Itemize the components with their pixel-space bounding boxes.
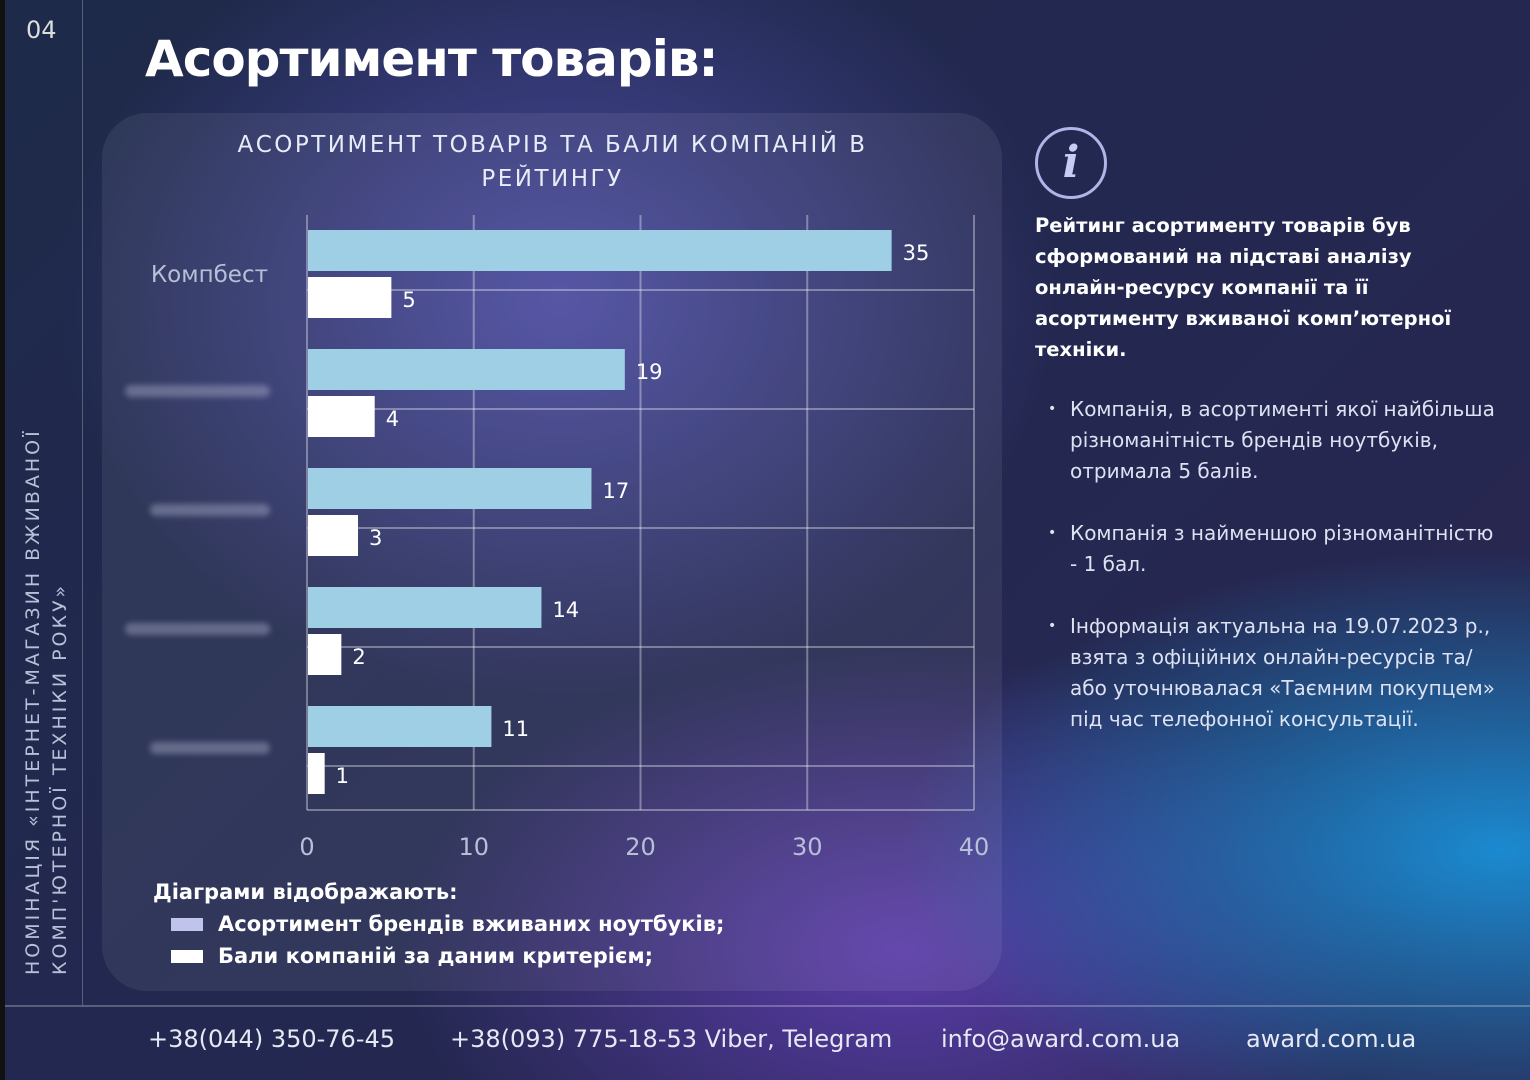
legend-swatch [171,917,203,931]
data-label: 4 [386,407,399,431]
data-label: 14 [552,598,579,622]
phone-1[interactable]: +38(044) 350-76-45 [148,1025,396,1053]
bullet-item: Компанія, в асортименті якої найбільша р… [1048,394,1498,487]
info-bullets: Компанія, в асортименті якої найбільша р… [1048,394,1498,766]
bar-assortment [308,349,625,390]
info-icon: i [1035,127,1107,199]
legend-item-assortment: Асортимент брендів вживаних ноутбуків; [171,912,724,936]
data-label: 17 [602,479,629,503]
website-link[interactable]: award.com.ua [1246,1025,1417,1053]
data-label: 2 [352,645,365,669]
chart-title: АСОРТИМЕНТ ТОВАРІВ ТА БАЛИ КОМПАНІЙ В РЕ… [237,132,868,192]
x-tick-label: 10 [458,833,489,861]
bar-points [308,634,342,675]
legend-label: Бали компаній за даним критерієм; [218,944,654,968]
chart-legend: Діаграми відображають: Асортимент бренді… [153,880,724,968]
legend-label: Асортимент брендів вживаних ноутбуків; [218,912,725,936]
data-label: 3 [369,526,382,550]
bar-points [308,753,325,794]
x-tick-label: 30 [792,833,823,861]
bullet-item: Компанія з найменшою різноманітністю - 1… [1048,518,1498,580]
bar-points [308,277,392,318]
frame-edge [0,0,5,1080]
bar-assortment [308,230,892,271]
bar-points [308,396,375,437]
phone-2[interactable]: +38(093) 775-18-53 Viber, Telegram [450,1025,893,1053]
blurred-category-label [150,742,270,754]
x-tick-label: 0 [299,833,314,861]
side-divider [82,0,83,1005]
data-label: 1 [336,764,349,788]
legend-swatch [171,949,203,963]
data-label: 19 [636,360,663,384]
data-label: 5 [402,288,415,312]
category-label: Компбест [151,262,268,288]
bar-assortment [308,587,542,628]
bar-points [308,515,359,556]
data-label: 35 [903,241,930,265]
blurred-category-label [125,623,270,635]
data-label: 11 [502,717,529,741]
legend-item-points: Бали компаній за даним критерієм; [171,944,724,968]
info-heading: Рейтинг асортименту товарів був сформова… [1035,214,1452,361]
blurred-category-label [150,504,270,516]
blurred-category-label [125,385,270,397]
footer-divider [5,1005,1530,1007]
legend-title: Діаграми відображають: [153,880,458,904]
bar-assortment [308,468,592,509]
x-tick-label: 40 [959,833,990,861]
bar-assortment [308,706,492,747]
page-number: 04 [26,16,57,44]
email-link[interactable]: info@award.com.ua [941,1025,1181,1053]
bullet-item: Інформація актуальна на 19.07.2023 р., в… [1048,611,1498,735]
x-tick-label: 20 [625,833,656,861]
page-title: Асортимент товарів: [145,30,718,88]
